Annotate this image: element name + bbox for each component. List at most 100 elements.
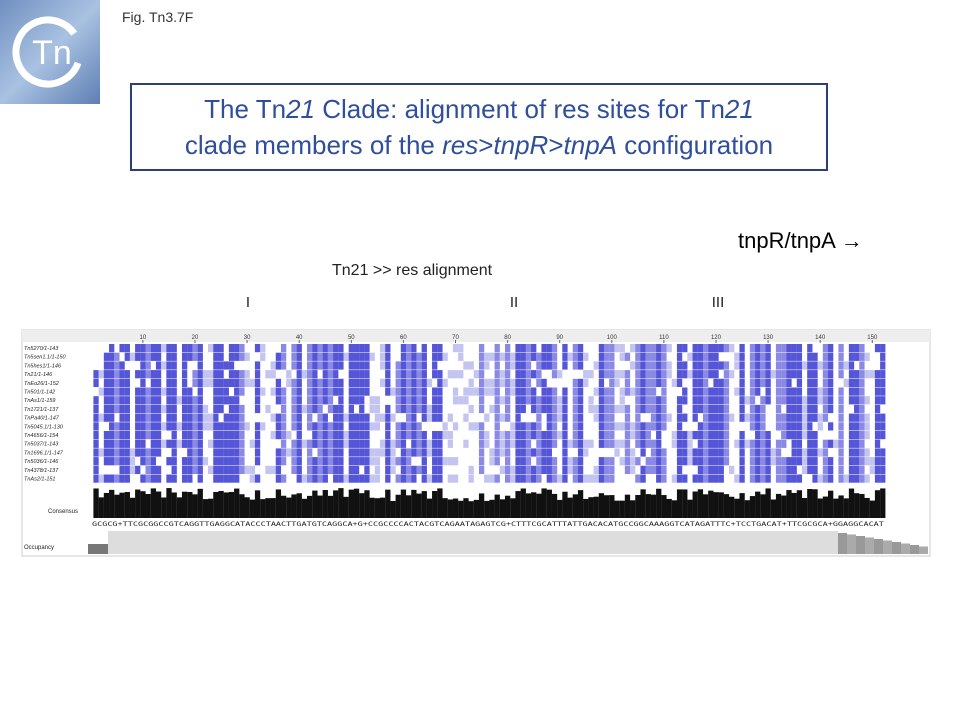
consensus-sequence: GCGCG+TTCGCGGCCGTCAGGTTGAGGCATACCCTAACTT…	[92, 520, 884, 528]
residue-cell	[333, 413, 339, 422]
residue-cell	[702, 422, 709, 431]
logo-text: Tn	[32, 34, 72, 72]
residue-cell	[718, 422, 724, 431]
residue-cell	[817, 387, 823, 396]
residue-cell	[359, 387, 365, 396]
residue-cell	[781, 378, 787, 387]
residue-cell	[103, 431, 110, 440]
residue-cell	[150, 448, 157, 457]
residue-cell	[718, 448, 724, 457]
residue-cell	[765, 439, 771, 448]
residue-cell	[385, 431, 391, 440]
residue-cell	[390, 465, 396, 474]
residue-cell	[280, 474, 287, 483]
residue-cell	[635, 370, 641, 379]
consensus-bar	[718, 492, 724, 518]
logo-ring	[12, 16, 84, 88]
residue-cell	[598, 422, 605, 431]
residue-cell	[786, 352, 792, 361]
residue-cell	[650, 404, 657, 414]
residue-cell	[166, 422, 172, 431]
residue-cell	[645, 465, 651, 474]
residue-cell	[197, 431, 203, 440]
residue-cell	[218, 396, 224, 405]
residue-cell	[624, 404, 631, 414]
residue-cell	[739, 474, 745, 483]
residue-cell	[702, 370, 709, 379]
residue-cell	[452, 344, 459, 353]
residue-cell	[114, 378, 120, 387]
residue-cell	[181, 431, 188, 440]
residue-cell	[400, 439, 407, 448]
residue-cell	[135, 439, 141, 448]
residue-cell	[473, 387, 480, 396]
residue-cell	[395, 370, 401, 379]
residue-cell	[619, 404, 625, 414]
residue-cell	[812, 361, 818, 370]
residue-cell	[682, 344, 688, 353]
residue-cell	[577, 431, 584, 440]
residue-cell	[859, 422, 865, 431]
residue-cell	[202, 413, 209, 422]
residue-cell	[338, 457, 344, 466]
residue-cell	[515, 387, 521, 396]
consensus-bar	[525, 493, 532, 518]
residue-cell	[385, 457, 391, 466]
residue-cell	[801, 404, 808, 414]
residue-cell	[129, 465, 136, 474]
residue-cell	[213, 422, 219, 431]
residue-cell	[577, 387, 584, 396]
residue-cell	[155, 387, 162, 396]
residue-cell	[181, 387, 188, 396]
residue-cell	[353, 465, 360, 474]
residue-cell	[98, 448, 104, 457]
residue-cell	[562, 474, 568, 483]
residue-cell	[702, 431, 709, 440]
residue-cell	[385, 404, 391, 414]
residue-cell	[656, 439, 662, 448]
residue-cell	[848, 396, 855, 405]
residue-cell	[385, 448, 391, 457]
residue-cell	[208, 439, 214, 448]
residue-cell	[400, 344, 407, 353]
residue-cell	[103, 361, 110, 370]
residue-cell	[291, 448, 297, 457]
residue-cell	[671, 474, 678, 483]
residue-cell	[536, 404, 542, 414]
residue-cell	[400, 361, 407, 370]
residue-cell	[275, 352, 282, 361]
consensus-bar	[197, 488, 203, 518]
residue-cell	[546, 404, 552, 414]
title-part: 21	[286, 94, 315, 124]
residue-cell	[197, 474, 203, 483]
residue-cell	[504, 413, 511, 422]
residue-cell	[598, 439, 605, 448]
residue-cell	[234, 465, 240, 474]
residue-cell	[187, 344, 193, 353]
residue-cell	[312, 396, 318, 405]
residue-cell	[640, 396, 646, 405]
residue-cell	[609, 439, 615, 448]
residue-cell	[437, 344, 443, 353]
residue-cell	[702, 439, 709, 448]
residue-cell	[406, 457, 412, 466]
residue-cell	[296, 465, 302, 474]
residue-cell	[525, 422, 532, 431]
residue-cell	[577, 457, 584, 466]
residue-cell	[864, 396, 870, 405]
residue-cell	[781, 439, 787, 448]
residue-cell	[807, 396, 813, 405]
residue-cell	[702, 457, 709, 466]
logo: Tn	[0, 0, 100, 104]
residue-cell	[223, 396, 229, 405]
residue-cell	[645, 431, 651, 440]
residue-cell	[260, 422, 266, 431]
residue-cell	[572, 344, 579, 353]
residue-cell	[280, 448, 287, 457]
residue-cell	[510, 361, 516, 370]
residue-cell	[635, 352, 641, 361]
residue-cell	[656, 404, 662, 414]
residue-cell	[145, 387, 151, 396]
consensus-bar	[369, 497, 375, 518]
residue-cell	[531, 370, 537, 379]
